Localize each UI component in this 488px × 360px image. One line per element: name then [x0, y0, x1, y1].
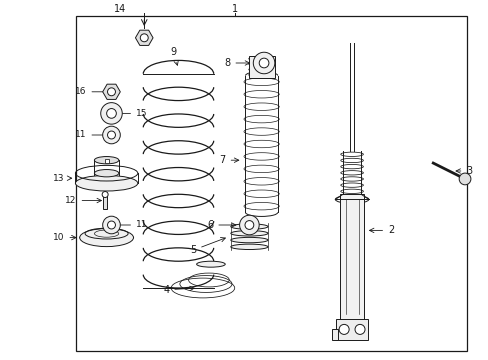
Text: 1: 1 [231, 4, 237, 14]
Text: 11: 11 [115, 220, 147, 230]
Ellipse shape [230, 244, 267, 249]
Text: 5: 5 [190, 238, 225, 255]
Ellipse shape [230, 231, 267, 236]
Circle shape [458, 173, 470, 185]
Ellipse shape [94, 170, 119, 177]
Bar [340, 194, 363, 322]
Ellipse shape [94, 157, 119, 164]
Bar [104, 159, 108, 163]
Circle shape [253, 52, 274, 74]
Ellipse shape [75, 175, 138, 191]
Circle shape [339, 324, 348, 334]
Polygon shape [102, 84, 120, 99]
Ellipse shape [196, 261, 225, 267]
Ellipse shape [230, 224, 267, 229]
Bar [76, 16, 466, 351]
Polygon shape [135, 30, 153, 45]
Ellipse shape [230, 237, 267, 243]
Bar [248, 56, 274, 78]
Circle shape [102, 192, 108, 198]
Text: 13: 13 [53, 174, 72, 183]
Text: 4: 4 [163, 285, 194, 295]
Text: 14: 14 [113, 4, 126, 14]
Bar [331, 329, 338, 340]
Circle shape [259, 58, 268, 68]
Circle shape [140, 34, 148, 42]
Circle shape [102, 216, 120, 234]
Text: 6: 6 [207, 220, 235, 230]
Circle shape [107, 221, 115, 229]
Ellipse shape [80, 229, 133, 247]
Circle shape [107, 131, 115, 139]
Text: 8: 8 [224, 58, 249, 68]
Circle shape [244, 221, 253, 229]
Text: 10: 10 [53, 233, 76, 242]
Text: 2: 2 [369, 225, 393, 235]
Text: 16: 16 [75, 87, 111, 96]
Text: 3: 3 [455, 166, 471, 176]
Circle shape [354, 324, 364, 334]
Circle shape [107, 88, 115, 96]
Circle shape [101, 103, 122, 124]
Text: 11: 11 [75, 130, 107, 139]
Text: 7: 7 [219, 155, 238, 165]
Text: 12: 12 [65, 196, 101, 205]
Text: 15: 15 [115, 109, 147, 118]
Circle shape [106, 109, 116, 118]
Text: 9: 9 [170, 47, 178, 65]
Circle shape [102, 126, 120, 144]
Bar [103, 194, 107, 208]
Bar [336, 319, 367, 340]
Circle shape [239, 215, 259, 235]
